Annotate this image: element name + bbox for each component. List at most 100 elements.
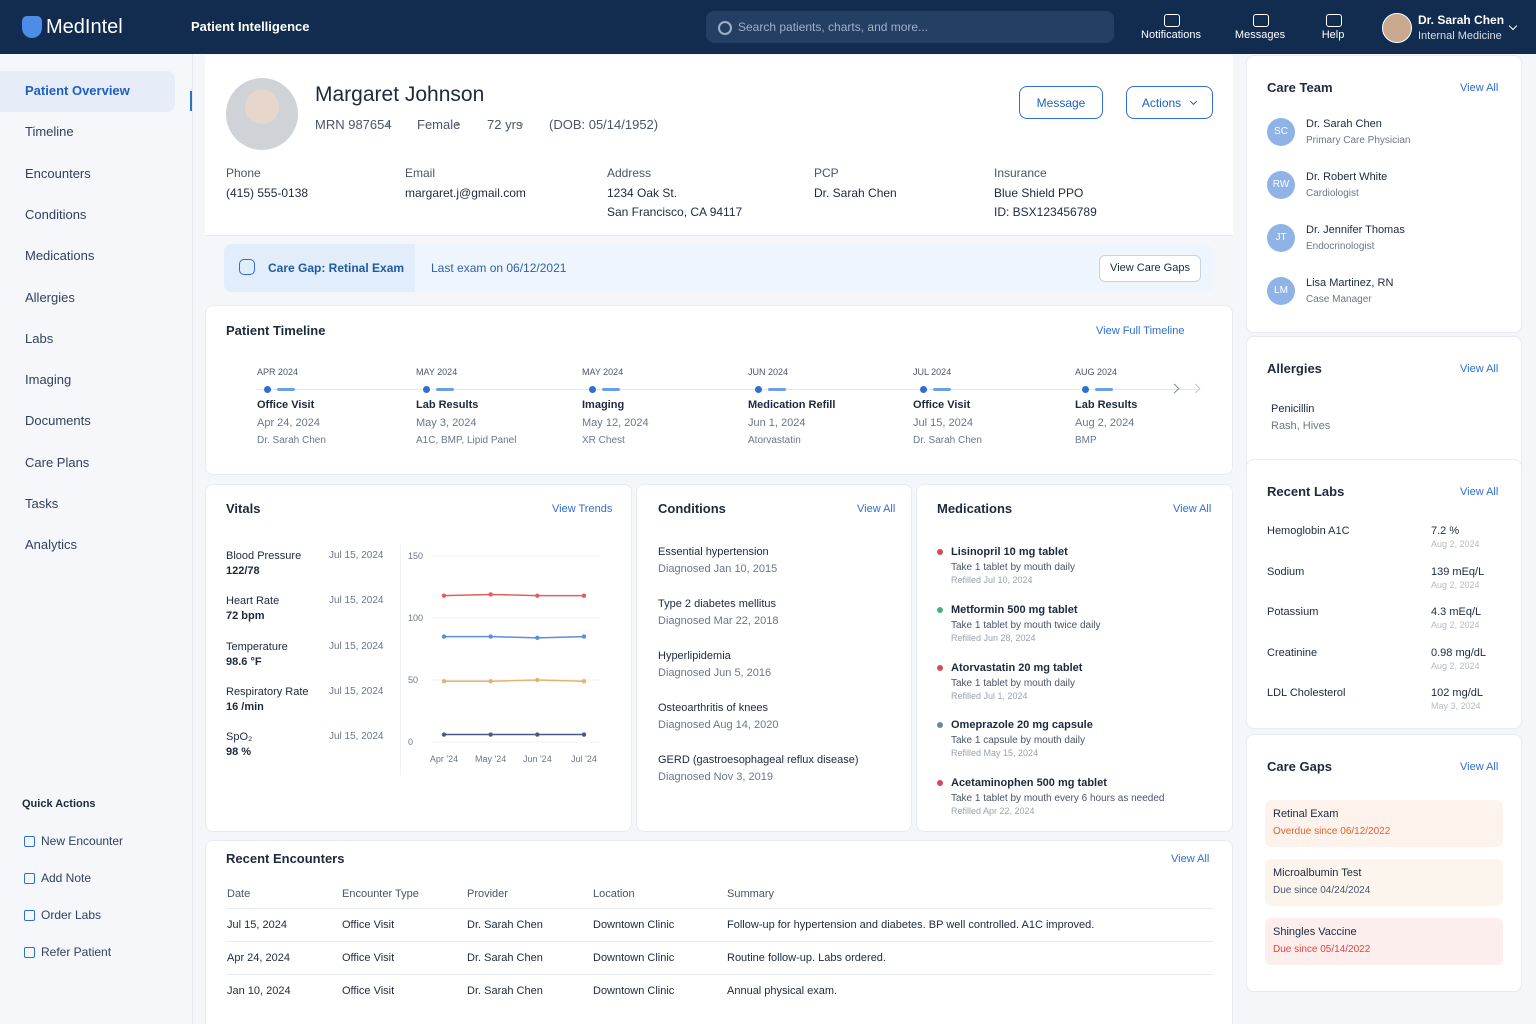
nav-link[interactable]: Encounters xyxy=(25,165,91,181)
nav-item[interactable]: Notifications xyxy=(1141,29,1201,41)
quick-action[interactable]: New Encounter xyxy=(41,834,124,848)
member-role: Primary Care Physician xyxy=(1306,135,1411,146)
event-type[interactable]: Imaging xyxy=(582,399,625,411)
med-refill: Refilled Jul 1, 2024 xyxy=(951,690,1028,701)
table-cell: Jan 10, 2024 xyxy=(227,985,291,997)
gap-name: Shingles Vaccine xyxy=(1273,926,1357,938)
nav-link[interactable]: Medications xyxy=(25,248,95,264)
nav-icon[interactable] xyxy=(1253,14,1269,27)
nav-link[interactable]: Care Plans xyxy=(25,454,90,470)
button-label[interactable]: View Care Gaps xyxy=(1110,262,1190,274)
condition-name: Hyperlipidemia xyxy=(658,650,731,662)
med-sig: Take 1 tablet by mouth daily xyxy=(951,677,1075,689)
card-link[interactable]: View All xyxy=(857,503,896,515)
event-bar xyxy=(933,388,951,391)
card-link[interactable]: View Trends xyxy=(552,503,613,515)
card-title: Recent Encounters xyxy=(226,851,345,866)
card-link[interactable]: View All xyxy=(1460,761,1499,773)
button-label[interactable]: Actions xyxy=(1141,96,1182,110)
member-avatar xyxy=(1267,118,1295,146)
care-gap-tag xyxy=(224,244,415,292)
quick-action[interactable]: Refer Patient xyxy=(41,945,112,959)
card-title: Conditions xyxy=(658,501,726,516)
event-month: JUL 2024 xyxy=(913,367,952,377)
banner-detail: Last exam on 06/12/2021 xyxy=(431,261,567,275)
quick-action[interactable]: Order Labs xyxy=(41,908,102,922)
card-link[interactable]: View All xyxy=(1173,503,1212,515)
action-icon xyxy=(24,947,35,958)
allergy-name: Penicillin xyxy=(1271,403,1315,415)
member-name[interactable]: Lisa Martinez, RN xyxy=(1306,277,1394,289)
nav-icon[interactable] xyxy=(1326,14,1342,27)
nav-link[interactable]: Labs xyxy=(25,330,54,346)
event-type[interactable]: Lab Results xyxy=(416,399,479,411)
nav-link[interactable]: Analytics xyxy=(25,537,78,553)
condition-name: Osteoarthritis of knees xyxy=(658,702,769,714)
card-title: Medications xyxy=(937,501,1013,516)
event-type[interactable]: Medication Refill xyxy=(748,399,836,411)
patient-photo xyxy=(226,78,298,150)
nav-link[interactable]: Tasks xyxy=(25,496,59,511)
column-header: Provider xyxy=(467,888,508,900)
field-label: Insurance xyxy=(994,166,1047,180)
member-role: Endocrinologist xyxy=(1306,241,1375,252)
event-month: AUG 2024 xyxy=(1075,367,1118,377)
vital-date: Jul 15, 2024 xyxy=(329,595,384,607)
event-date: May 3, 2024 xyxy=(416,417,477,429)
member-name[interactable]: Dr. Jennifer Thomas xyxy=(1306,224,1405,236)
event-month: JUN 2024 xyxy=(748,367,789,377)
logo-icon xyxy=(22,16,42,38)
user-role: Internal Medicine xyxy=(1418,30,1502,42)
nav-link[interactable]: Allergies xyxy=(25,289,75,305)
card-title: Care Gaps xyxy=(1267,759,1333,774)
nav-link[interactable]: Imaging xyxy=(25,372,72,388)
card-title: Patient Timeline xyxy=(226,323,326,338)
member-role: Cardiologist xyxy=(1306,188,1359,199)
table-cell: Jul 15, 2024 xyxy=(227,919,287,931)
care-gap-item[interactable] xyxy=(1265,800,1503,847)
nav-link[interactable]: Conditions xyxy=(25,206,87,222)
nav-item[interactable]: Messages xyxy=(1234,29,1286,41)
button[interactable] xyxy=(1126,86,1213,119)
recent-labs-card xyxy=(1246,459,1522,729)
quick-action[interactable]: Add Note xyxy=(41,871,92,885)
care-gap-item[interactable] xyxy=(1265,859,1503,906)
button[interactable] xyxy=(1019,86,1103,119)
card-link[interactable]: View All xyxy=(1460,486,1499,498)
vital-date: Jul 15, 2024 xyxy=(329,640,384,652)
card-link[interactable]: View All xyxy=(1171,853,1210,865)
allergy-reaction: Rash, Hives xyxy=(1271,420,1331,432)
event-type[interactable]: Lab Results xyxy=(1075,399,1138,411)
care-gap-item[interactable] xyxy=(1265,918,1503,965)
button-label[interactable]: Message xyxy=(1036,96,1086,110)
event-detail: Dr. Sarah Chen xyxy=(913,435,982,446)
nav-link[interactable]: Timeline xyxy=(25,124,74,140)
column-header: Summary xyxy=(727,888,775,900)
card-link[interactable]: View Full Timeline xyxy=(1096,325,1185,337)
condition-name: GERD (gastroesophageal reflux disease) xyxy=(658,754,859,766)
event-type[interactable]: Office Visit xyxy=(257,399,315,411)
member-name[interactable]: Dr. Robert White xyxy=(1306,171,1388,183)
table-cell: Routine follow-up. Labs ordered. xyxy=(727,952,886,964)
event-bar xyxy=(1095,388,1113,391)
card-link[interactable]: View All xyxy=(1460,363,1499,375)
separator-dot xyxy=(387,123,390,126)
search-box[interactable] xyxy=(706,11,1114,43)
member-avatar xyxy=(1267,277,1295,305)
event-type[interactable]: Office Visit xyxy=(913,399,971,411)
vital-value: 16 /min xyxy=(226,700,264,713)
card-link[interactable]: View All xyxy=(1460,82,1499,94)
nav-link[interactable]: Documents xyxy=(25,413,91,429)
encounters-card xyxy=(205,840,1233,1024)
row-divider xyxy=(226,941,1213,942)
member-name[interactable]: Dr. Sarah Chen xyxy=(1306,118,1382,130)
banner-button[interactable] xyxy=(1099,255,1201,282)
med-sig: Take 1 tablet by mouth every 6 hours as … xyxy=(951,793,1165,805)
user-avatar xyxy=(1382,13,1412,43)
nav-icon[interactable] xyxy=(1164,14,1180,27)
chart-divider xyxy=(400,545,401,775)
nav-item[interactable]: Help xyxy=(1321,29,1345,41)
event-bar xyxy=(602,388,620,391)
gap-status: Overdue since 06/12/2022 xyxy=(1273,826,1391,837)
nav-link[interactable]: Patient Overview xyxy=(25,83,130,98)
